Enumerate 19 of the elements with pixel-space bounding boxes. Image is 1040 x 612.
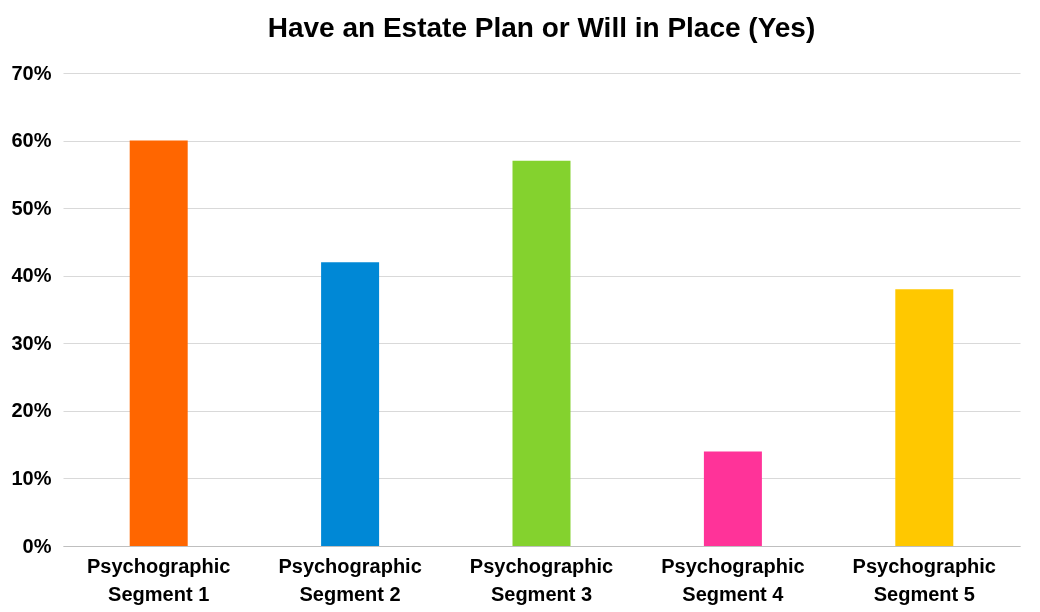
- bar: [895, 289, 954, 546]
- y-tick-label: 0%: [22, 534, 52, 557]
- y-tick-label: 20%: [11, 399, 52, 422]
- y-tick-label: 40%: [11, 264, 52, 287]
- bar: [129, 140, 188, 546]
- x-tick-label: Psychographic Segment 5: [852, 554, 996, 605]
- bar: [512, 160, 571, 546]
- bar: [703, 451, 762, 546]
- bar: [321, 262, 380, 546]
- x-tick-label: Psychographic Segment 3: [469, 554, 614, 605]
- y-tick-label: 10%: [11, 466, 52, 489]
- y-tick-label: 30%: [11, 331, 52, 354]
- x-tick-label: Psychographic Segment 2: [278, 554, 422, 605]
- x-tick-label: Psychographic Segment 1: [87, 554, 231, 605]
- chart-title: Have an Estate Plan or Will in Place (Yes): [267, 12, 816, 43]
- x-tick-label: Psychographic Segment 4: [661, 554, 805, 605]
- y-tick-label: 70%: [11, 61, 52, 84]
- y-tick-label: 50%: [11, 196, 52, 219]
- y-tick-label: 60%: [11, 129, 52, 152]
